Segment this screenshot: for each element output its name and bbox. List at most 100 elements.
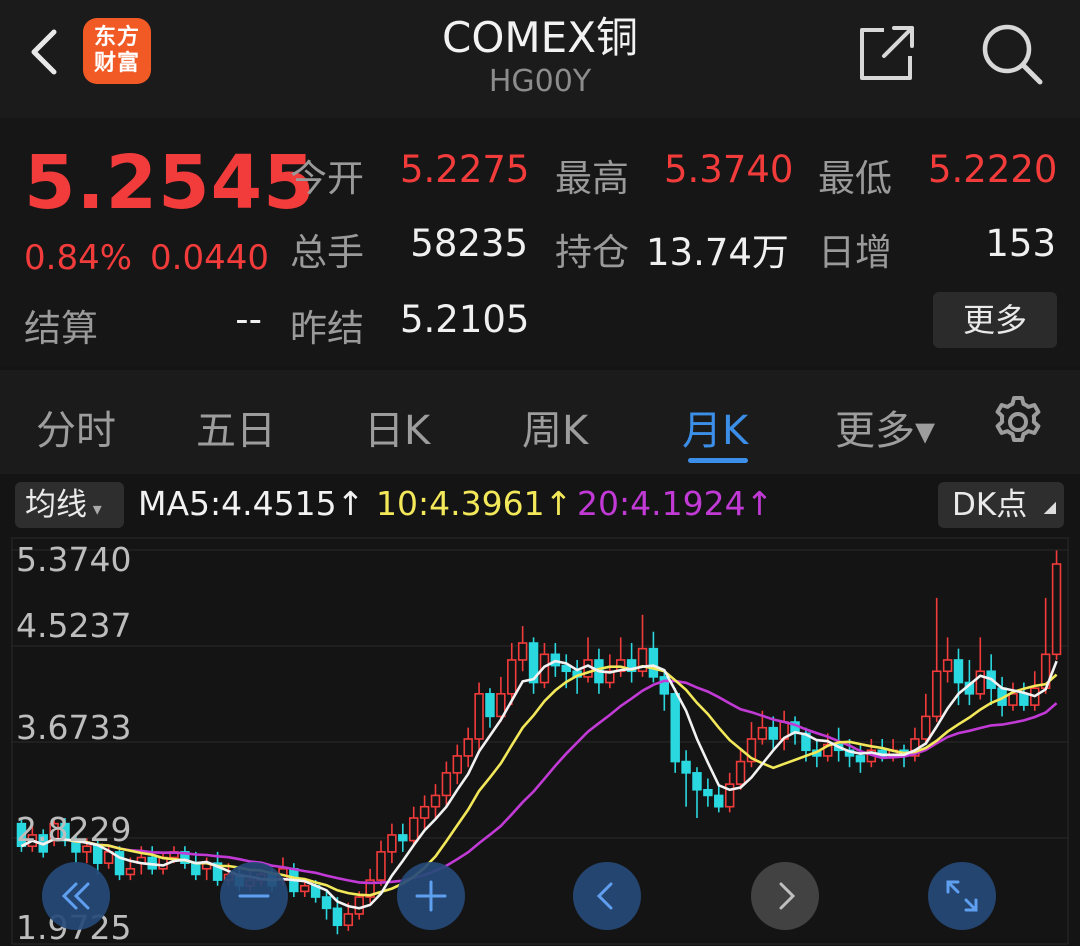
candle-body: [419, 805, 430, 819]
prev-settle-value: 5.2105: [400, 298, 530, 341]
candle-body: [703, 788, 713, 797]
candle-body: [921, 715, 931, 740]
share-icon[interactable]: [854, 20, 920, 86]
candle-body: [855, 755, 866, 763]
candle: [790, 716, 800, 745]
candle-body: [670, 693, 680, 763]
candle-body: [746, 738, 757, 763]
candle: [376, 840, 386, 886]
candle-body: [517, 642, 528, 661]
candle: [408, 806, 419, 847]
candle-body: [735, 760, 746, 785]
open-value: 5.2275: [400, 148, 530, 191]
candle: [626, 643, 637, 683]
candle: [942, 637, 953, 683]
high-label: 最高: [555, 157, 629, 200]
candle-body: [692, 772, 702, 791]
candle-body: [332, 907, 343, 927]
candle: [430, 784, 441, 819]
quote-panel: 5.2545 0.84% 0.0440 今开 5.2275 最高 5.3740 …: [0, 118, 1080, 366]
previous-button[interactable]: [573, 862, 641, 930]
zoom-out-button[interactable]: [220, 862, 288, 930]
chevron-right-icon: [779, 882, 796, 910]
candle: [321, 891, 332, 920]
candle-body: [441, 772, 452, 797]
candle: [659, 671, 670, 711]
tab-more[interactable]: 更多▾: [835, 408, 936, 454]
change-value: 0.0440: [150, 238, 269, 278]
candle-body: [648, 647, 659, 678]
y-tick-label: 3.6733: [16, 708, 132, 747]
candle-body: [626, 659, 637, 673]
fullscreen-button[interactable]: [928, 862, 996, 930]
candle-body: [180, 851, 190, 864]
candle-body: [659, 676, 670, 695]
logo-text-bottom: 财富: [93, 51, 140, 76]
candle: [921, 693, 931, 745]
candle-body: [430, 794, 441, 808]
back-arrow-icon[interactable]: [18, 20, 68, 84]
candle-body: [953, 659, 964, 684]
double-chevron-left-icon: [61, 882, 90, 910]
candle: [1051, 550, 1062, 660]
candle-body: [1008, 693, 1018, 706]
candle-body: [681, 760, 691, 774]
candle: [398, 823, 408, 852]
y-tick-label: 2.8229: [16, 810, 132, 849]
candle: [648, 631, 659, 683]
candle-body: [191, 862, 201, 876]
candle: [147, 846, 157, 875]
candle: [300, 880, 310, 898]
last-price: 5.2545: [24, 140, 316, 226]
minus-icon: [238, 894, 270, 898]
candle-body: [757, 726, 768, 740]
candle: [681, 750, 691, 807]
tab-weekly-k[interactable]: 周K: [522, 408, 589, 454]
zoom-in-button[interactable]: [397, 862, 465, 930]
candle-body: [365, 879, 375, 898]
candle-body: [398, 834, 408, 842]
tab-daily-k[interactable]: 日K: [364, 408, 431, 454]
candle-body: [474, 693, 484, 740]
next-button[interactable]: [751, 862, 819, 930]
gear-icon[interactable]: [990, 394, 1046, 450]
candle-body: [387, 834, 397, 853]
candle: [670, 688, 680, 773]
low-label: 最低: [818, 157, 892, 200]
candle: [441, 761, 452, 807]
candle: [463, 727, 473, 768]
corner-triangle-icon: ◢: [1043, 497, 1056, 516]
candle-body: [452, 755, 463, 774]
ma5-line: [20, 659, 1058, 910]
candle: [724, 772, 735, 813]
indicator-bar: 均线 ▾ MA5:4.4515↑ 10:4.3961↑ 20:4.1924↑ D…: [0, 474, 1080, 536]
candle: [452, 744, 463, 785]
dk-point-button[interactable]: DK点 ◢: [938, 482, 1064, 528]
candle-body: [561, 664, 571, 673]
candle-body: [463, 738, 473, 757]
indicator-select[interactable]: 均线 ▾: [15, 482, 124, 528]
more-quote-button[interactable]: 更多: [933, 292, 1057, 348]
candle-body: [408, 817, 419, 842]
ma20-line: [20, 679, 1058, 885]
candle: [1030, 671, 1040, 711]
candle: [714, 784, 724, 813]
tab-intraday[interactable]: 分时: [36, 408, 116, 454]
candle-body: [354, 896, 364, 915]
candle-body: [528, 642, 539, 684]
candle: [496, 676, 506, 723]
settle-label: 结算: [24, 307, 98, 350]
candle-body: [376, 851, 386, 881]
plus-icon: [415, 880, 447, 912]
candle: [507, 643, 517, 706]
tab-five-day[interactable]: 五日: [196, 408, 276, 454]
candle: [855, 744, 866, 773]
candle: [191, 851, 201, 881]
kline-chart[interactable]: 5.3740 4.5237 3.6733 2.8229 1.9725: [0, 536, 1080, 946]
position-label: 持仓: [555, 231, 629, 274]
fast-backward-button[interactable]: [42, 862, 110, 930]
tab-monthly-k[interactable]: 月K: [682, 408, 749, 454]
search-icon[interactable]: [976, 18, 1046, 88]
candle: [768, 716, 778, 751]
kline-chart-svg: [11, 537, 1069, 945]
